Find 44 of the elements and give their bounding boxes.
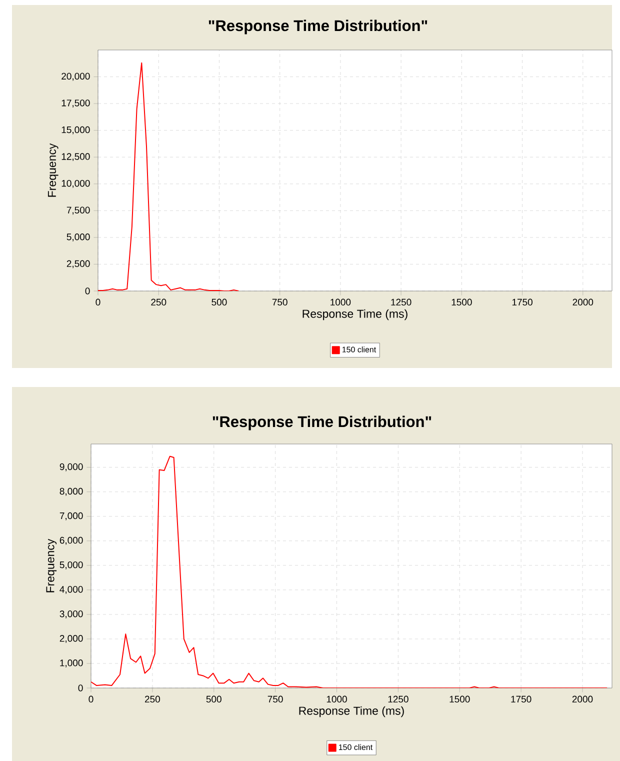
y-tick-label: 6,000 (60, 536, 83, 545)
x-tick-label: 1750 (511, 696, 532, 703)
y-tick-label: 0 (78, 684, 83, 692)
x-tick-label: 1500 (452, 298, 472, 306)
x-tick-label: 1000 (330, 298, 351, 306)
y-tick-label: 15,000 (62, 126, 90, 134)
y-tick-label: 17,500 (62, 100, 90, 108)
x-axis-title: Response Time (ms) (302, 309, 408, 320)
y-tick-label: 8,000 (60, 488, 83, 496)
y-axis-title: Frequency (46, 538, 57, 592)
y-tick-label: 5,000 (60, 561, 83, 570)
x-tick-label: 750 (272, 298, 288, 306)
x-tick-label: 1500 (450, 696, 470, 703)
x-tick-label: 1000 (326, 696, 347, 703)
chart-title: "Response Time Distribution" (212, 416, 432, 430)
y-tick-label: 5,000 (66, 234, 90, 242)
y-tick-label: 0 (85, 288, 90, 294)
y-tick-label: 7,500 (66, 206, 90, 215)
legend-label: 150 client (342, 346, 376, 352)
x-tick-label: 1250 (388, 696, 408, 703)
y-tick-label: 3,000 (60, 610, 83, 618)
x-tick-label: 250 (151, 298, 166, 306)
y-axis-title: Frequency (48, 143, 58, 197)
chart-title: "Response Time Distribution" (208, 20, 428, 34)
x-tick-label: 1750 (512, 298, 532, 306)
x-tick-label: 2000 (572, 298, 594, 306)
y-tick-label: 20,000 (62, 72, 90, 81)
x-tick-label: 0 (96, 298, 100, 306)
x-tick-label: 500 (212, 298, 227, 306)
y-tick-label: 4,000 (60, 586, 83, 594)
y-tick-label: 9,000 (60, 463, 83, 472)
y-tick-label: 2,500 (66, 260, 90, 268)
y-tick-label: 12,500 (62, 153, 90, 162)
x-tick-label: 250 (144, 696, 160, 703)
x-tick-label: 2000 (572, 696, 593, 703)
x-tick-label: 750 (268, 696, 283, 703)
x-tick-label: 500 (206, 696, 222, 703)
x-axis-title: Response Time (ms) (299, 706, 404, 718)
legend-label: 150 client (338, 744, 373, 750)
x-tick-label: 1250 (391, 298, 412, 306)
y-tick-label: 10,000 (62, 180, 90, 188)
y-tick-label: 2,000 (60, 635, 83, 643)
y-tick-label: 1,000 (60, 660, 83, 668)
y-tick-label: 7,000 (60, 512, 83, 520)
